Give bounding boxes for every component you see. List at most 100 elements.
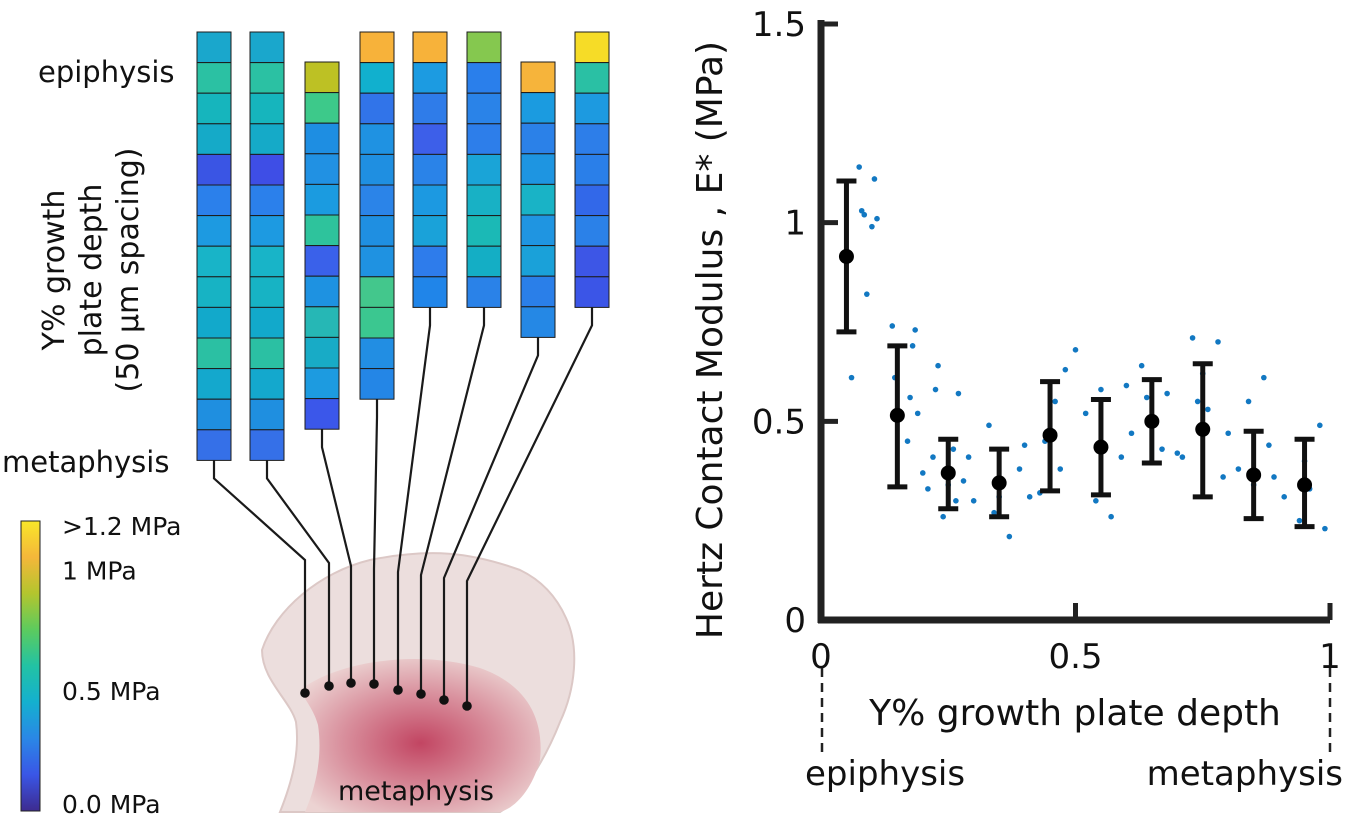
measurement-point — [856, 164, 862, 170]
depth-axis-label-line-2: plate depth — [74, 184, 109, 357]
measurement-point — [960, 478, 967, 484]
modulus-cell — [412, 123, 448, 155]
modulus-cell — [466, 215, 502, 247]
measurement-point — [1143, 394, 1150, 401]
measurement-point — [1205, 406, 1211, 413]
modulus-cell — [359, 92, 395, 125]
measurement-point — [1006, 533, 1013, 540]
modulus-cell — [520, 245, 556, 277]
colorbar-label: 0.0 MPa — [62, 790, 161, 819]
modulus-cell — [304, 183, 340, 216]
modulus-cell — [574, 123, 610, 155]
modulus-cell — [574, 62, 610, 94]
measurement-point — [861, 211, 868, 218]
measurement-point — [1118, 454, 1125, 460]
modulus-cell — [466, 245, 502, 278]
measurement-point — [1164, 390, 1170, 397]
measurement-site-dot — [439, 695, 449, 705]
modulus-cell — [466, 92, 502, 125]
measurement-point — [950, 446, 957, 452]
column-6 — [466, 31, 502, 308]
measurement-site-dot — [300, 688, 310, 698]
mean-point — [1144, 413, 1160, 429]
colorbar-scale — [20, 520, 41, 812]
measurement-point — [1322, 525, 1328, 532]
modulus-cell — [196, 337, 232, 370]
modulus-cell — [359, 306, 395, 339]
measurement-site-dot — [324, 681, 334, 691]
measurement-point — [1245, 398, 1252, 405]
mean-point — [940, 465, 956, 481]
column-connector-line — [465, 307, 594, 706]
modulus-cell — [466, 123, 502, 155]
column-connector-line — [212, 460, 307, 693]
measurement-point — [925, 486, 931, 492]
mean-errorbar — [1294, 436, 1315, 530]
modulus-cell — [359, 337, 395, 370]
modulus-cell — [359, 215, 395, 247]
measurement-point — [1225, 430, 1231, 437]
measurement-point — [953, 498, 959, 504]
measurement-point — [1215, 339, 1221, 345]
colorbar-label: >1.2 MPa — [62, 512, 182, 541]
column-connector-line — [320, 429, 353, 683]
column-connector-line — [419, 307, 486, 694]
measurement-point — [889, 323, 896, 329]
mean-point — [1297, 477, 1313, 493]
modulus-cell — [304, 92, 340, 124]
modulus-cell — [520, 92, 556, 124]
modulus-cell — [412, 31, 448, 64]
measurement-point — [874, 215, 880, 222]
mean-point — [1042, 427, 1058, 443]
measurement-point — [904, 438, 911, 445]
measurement-point — [1235, 466, 1242, 472]
modulus-cell — [359, 276, 395, 308]
x-tick-label: 0 — [810, 637, 832, 677]
measurement-point — [930, 454, 936, 460]
modulus-cell — [412, 153, 448, 186]
y-tick-label: 1.5 — [752, 5, 806, 45]
modulus-cell — [249, 398, 285, 431]
measurement-point — [986, 422, 992, 429]
measurement-point — [1098, 386, 1104, 393]
measurement-point — [1128, 430, 1135, 437]
measurement-point — [1296, 517, 1303, 524]
modulus-cell — [412, 62, 448, 94]
measurement-point — [1072, 347, 1079, 353]
measurement-point — [940, 513, 946, 520]
modulus-cell — [249, 153, 285, 186]
modulus-cell — [196, 398, 232, 431]
x-tick-label: 1 — [1319, 637, 1341, 677]
mean-point — [1195, 421, 1211, 437]
modulus-cell — [249, 368, 285, 400]
mean-errorbar — [887, 343, 908, 490]
modulus-cell — [196, 123, 232, 155]
y-tick-label: 0 — [784, 601, 806, 641]
depth-axis-label-line-3: (50 µm spacing) — [111, 148, 146, 393]
column-connector-line — [265, 460, 331, 686]
modulus-cell — [359, 123, 395, 155]
measurement-point — [1138, 362, 1145, 369]
modulus-cell — [574, 31, 610, 64]
tissue-metaphysis-label: metaphysis — [338, 776, 494, 807]
measurement-point — [1271, 474, 1277, 480]
modulus-cell — [304, 153, 340, 185]
modulus-cell — [520, 214, 556, 247]
modulus-cell — [304, 245, 340, 277]
modulus-cell — [574, 153, 610, 186]
tissue-image: metaphysis — [260, 552, 576, 813]
measurement-site-dot — [369, 679, 379, 689]
modulus-cell — [412, 92, 448, 125]
modulus-cell — [304, 336, 340, 369]
modulus-cell — [520, 122, 556, 155]
modulus-cell — [412, 245, 448, 278]
modulus-cell — [249, 184, 285, 217]
modulus-cell — [520, 153, 556, 185]
mean-errorbar — [989, 446, 1010, 520]
measurement-point — [907, 394, 913, 401]
column-2 — [249, 31, 285, 461]
modulus-cell — [359, 153, 395, 186]
x-axis-title: Y% growth plate depth — [868, 693, 1281, 734]
measurement-point — [871, 176, 878, 182]
modulus-cell — [196, 215, 232, 247]
